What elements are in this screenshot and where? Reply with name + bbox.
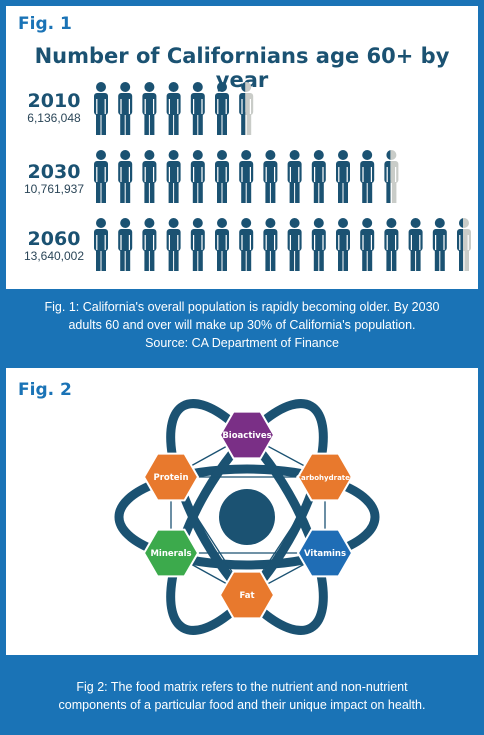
person-icon (432, 218, 447, 271)
figure-1-panel: Fig. 1 Number of Californians age 60+ by… (6, 6, 478, 289)
person-icon (142, 82, 157, 135)
figure-2-caption: Fig 2: The food matrix refers to the nut… (14, 678, 470, 714)
person-icon (215, 150, 229, 203)
food-matrix-diagram: Bioactives Carbohydrates Vitamins Fat Minera… (114, 399, 380, 635)
node-label: Protein (153, 473, 188, 483)
node-label: Bioactives (222, 431, 271, 441)
node-label: Fat (239, 591, 254, 601)
person-icon (360, 150, 375, 203)
caption-line: Source: CA Department of Finance (145, 336, 339, 350)
person-icon (142, 150, 157, 203)
figure-1-caption: Fig. 1: California's overall population … (14, 298, 470, 352)
hexagon-shape (142, 528, 200, 578)
population-value-2030: 10,761,937 (23, 182, 85, 196)
pictograph-figures (94, 82, 471, 271)
node-carbohydrates: Carbohydrates (296, 452, 354, 502)
caption-line: components of a particular food and thei… (58, 698, 426, 712)
node-label: Carbohydrates (296, 474, 354, 482)
person-icon (215, 218, 229, 271)
person-icon (311, 150, 326, 203)
person-icon (287, 150, 302, 203)
hexagon-shape (142, 452, 200, 502)
figure-2-label: Fig. 2 (18, 380, 72, 400)
hexagon-shape (296, 452, 354, 502)
partial-person-fill (239, 82, 246, 135)
hexagon-shape (218, 410, 276, 460)
figure-2-panel: Fig. 2 Bioactives Carbohydrates Vitamins Fa… (6, 368, 478, 655)
person-icon (166, 218, 181, 271)
person-icon (94, 150, 108, 203)
person-icon (239, 218, 254, 271)
person-icon (190, 150, 205, 203)
partial-person-fill (457, 218, 463, 271)
year-label-2030: 2030 (27, 161, 81, 183)
node-vitamins: Vitamins (296, 528, 354, 578)
pictograph-row-2030 (94, 150, 399, 203)
figure-1-label: Fig. 1 (18, 14, 72, 34)
caption-line: adults 60 and over will make up 30% of C… (68, 318, 416, 332)
node-protein: Protein (142, 452, 200, 502)
person-icon (336, 150, 350, 203)
person-icon (94, 218, 108, 271)
person-icon (215, 82, 229, 135)
person-icon (118, 150, 133, 203)
person-icon (118, 218, 133, 271)
caption-line: Fig. 1: California's overall population … (44, 300, 440, 314)
person-icon (239, 150, 254, 203)
person-icon (166, 150, 181, 203)
hexagon-shape (296, 528, 354, 578)
node-label: Minerals (150, 549, 191, 559)
population-value-2060: 13,640,002 (23, 249, 85, 263)
year-label-2010: 2010 (27, 90, 81, 112)
person-icon (336, 218, 350, 271)
pictograph-row-2060 (94, 218, 471, 271)
hexagon-shape (218, 570, 276, 620)
orbit-rings (114, 399, 380, 635)
partial-person-fill (384, 150, 391, 203)
person-icon (360, 218, 375, 271)
orbit-ellipse (166, 399, 328, 635)
person-icon (311, 218, 326, 271)
person-icon (166, 82, 181, 135)
orbit-ellipse (114, 464, 380, 570)
caption-line: Fig 2: The food matrix refers to the nut… (76, 680, 408, 694)
population-value-2010: 6,136,048 (27, 111, 81, 125)
node-label: Vitamins (304, 549, 346, 559)
pictograph-row-2010 (94, 82, 254, 135)
person-icon (118, 82, 133, 135)
person-icon (190, 82, 205, 135)
person-icon (263, 150, 278, 203)
person-icon (94, 82, 108, 135)
year-label-2060: 2060 (27, 228, 81, 250)
person-icon (263, 218, 278, 271)
person-icon (142, 218, 157, 271)
person-icon (408, 218, 423, 271)
person-icon (384, 218, 399, 271)
person-icon (190, 218, 205, 271)
orbit-ellipse (166, 399, 328, 635)
node-minerals: Minerals (142, 528, 200, 578)
node-fat: Fat (218, 570, 276, 620)
center-nucleus (219, 489, 275, 545)
node-bioactives: Bioactives (218, 410, 276, 460)
person-icon (287, 218, 302, 271)
